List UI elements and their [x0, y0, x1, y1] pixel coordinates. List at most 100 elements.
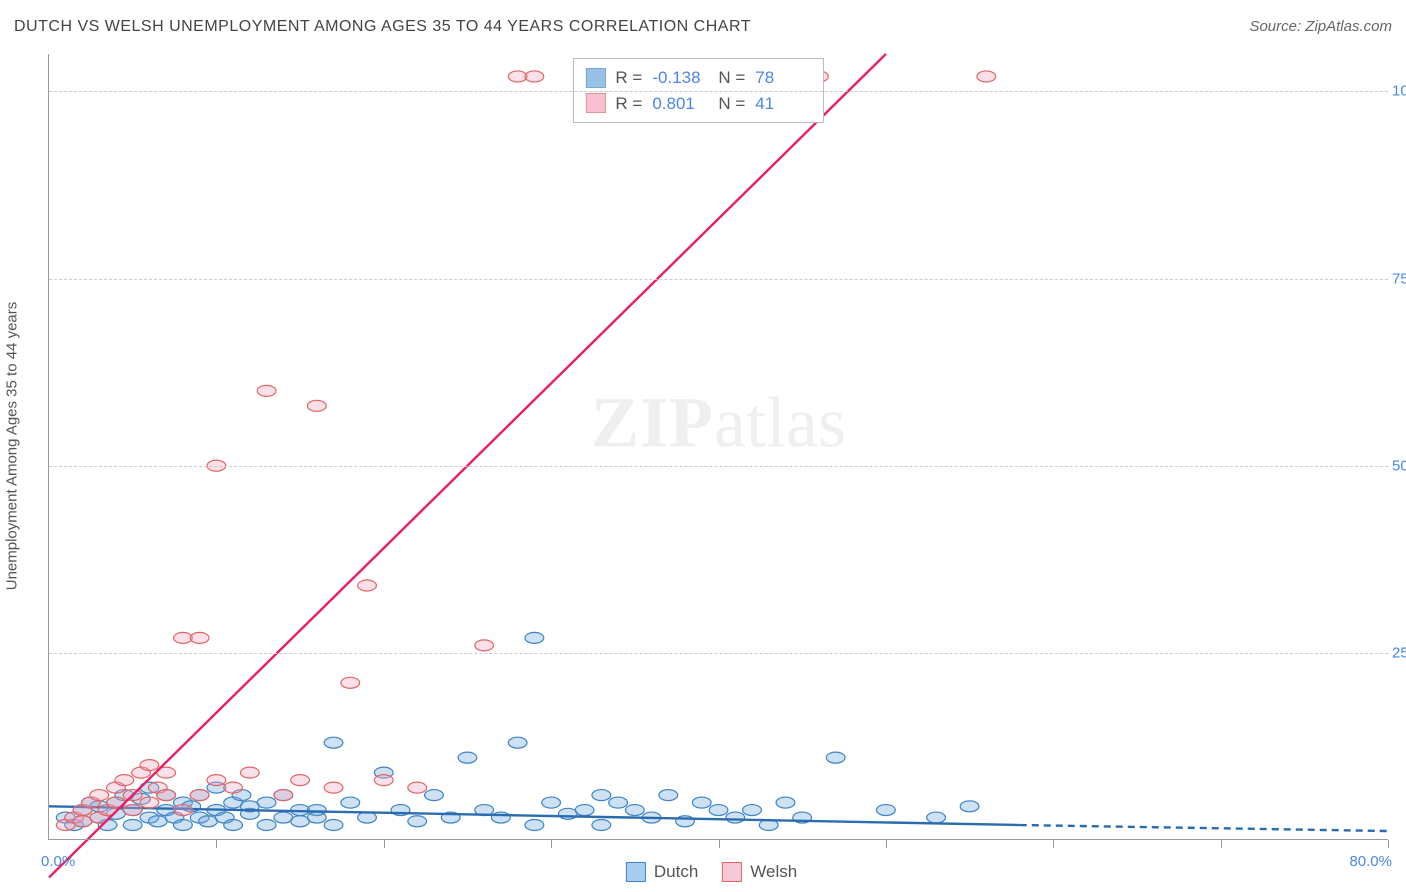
data-point — [508, 71, 527, 82]
legend: Dutch Welsh — [626, 862, 797, 882]
data-point — [692, 797, 711, 808]
data-point — [190, 632, 209, 643]
data-point — [575, 805, 594, 816]
legend-label: Welsh — [750, 862, 797, 882]
data-point — [776, 797, 795, 808]
x-axis-start-label: 0.0% — [41, 853, 75, 870]
data-point — [157, 790, 176, 801]
data-point — [324, 737, 343, 748]
data-point — [341, 797, 360, 808]
data-point — [240, 767, 259, 778]
data-point — [475, 640, 494, 651]
data-point — [592, 820, 611, 831]
data-point — [927, 812, 946, 823]
data-point — [224, 820, 243, 831]
x-tick — [551, 840, 552, 848]
legend-swatch — [722, 862, 742, 882]
data-point — [148, 816, 167, 827]
data-point — [492, 812, 511, 823]
data-point — [307, 400, 326, 411]
y-axis-label: Unemployment Among Ages 35 to 44 years — [4, 302, 21, 591]
data-point — [525, 632, 544, 643]
data-point — [826, 752, 845, 763]
data-point — [625, 805, 644, 816]
stats-row: R = -0.138 N = 78 — [585, 65, 811, 91]
data-point — [174, 632, 193, 643]
data-point — [257, 820, 276, 831]
data-point — [341, 677, 360, 688]
data-point — [199, 816, 218, 827]
series-swatch — [585, 93, 605, 113]
data-point — [115, 775, 134, 786]
data-point — [726, 812, 745, 823]
legend-swatch — [626, 862, 646, 882]
data-point — [123, 820, 142, 831]
legend-item: Dutch — [626, 862, 698, 882]
data-point — [307, 812, 326, 823]
data-point — [190, 790, 209, 801]
data-point — [425, 790, 444, 801]
data-point — [140, 797, 159, 808]
data-point — [977, 71, 996, 82]
data-point — [90, 790, 109, 801]
r-label: R = — [615, 91, 642, 117]
source-attribution: Source: ZipAtlas.com — [1249, 18, 1392, 35]
data-point — [374, 775, 393, 786]
series-swatch — [585, 68, 605, 88]
x-tick — [1053, 840, 1054, 848]
data-point — [291, 816, 310, 827]
data-point — [123, 805, 142, 816]
x-tick — [886, 840, 887, 848]
data-point — [174, 805, 193, 816]
data-point — [358, 580, 377, 591]
x-tick — [216, 840, 217, 848]
n-label: N = — [718, 65, 745, 91]
y-tick-label: 25.0% — [1392, 644, 1406, 661]
gridline — [49, 279, 1388, 280]
x-tick — [1221, 840, 1222, 848]
data-point — [408, 782, 427, 793]
stats-row: R = 0.801 N = 41 — [585, 91, 811, 117]
y-tick-label: 100.0% — [1392, 83, 1406, 100]
x-axis-end-label: 80.0% — [1349, 853, 1392, 870]
data-point — [609, 797, 628, 808]
y-tick-label: 50.0% — [1392, 457, 1406, 474]
data-point — [558, 808, 577, 819]
data-point — [458, 752, 477, 763]
data-point — [592, 790, 611, 801]
legend-item: Welsh — [722, 862, 797, 882]
n-value: 41 — [755, 91, 811, 117]
data-point — [877, 805, 896, 816]
chart-title: DUTCH VS WELSH UNEMPLOYMENT AMONG AGES 3… — [14, 18, 751, 36]
x-tick — [719, 840, 720, 848]
data-point — [257, 385, 276, 396]
data-point — [525, 820, 544, 831]
data-point — [960, 801, 979, 812]
data-point — [207, 775, 226, 786]
data-point — [542, 797, 561, 808]
data-point — [408, 816, 427, 827]
data-point — [659, 790, 678, 801]
x-tick — [1388, 840, 1389, 848]
data-point — [508, 737, 527, 748]
scatter-plot — [49, 54, 1388, 840]
n-label: N = — [718, 91, 745, 117]
x-tick — [384, 840, 385, 848]
r-label: R = — [615, 65, 642, 91]
data-point — [324, 782, 343, 793]
data-point — [224, 782, 243, 793]
n-value: 78 — [755, 65, 811, 91]
legend-label: Dutch — [654, 862, 698, 882]
data-point — [257, 797, 276, 808]
data-point — [274, 812, 293, 823]
data-point — [525, 71, 544, 82]
r-value: 0.801 — [652, 91, 708, 117]
data-point — [743, 805, 762, 816]
gridline — [49, 466, 1388, 467]
gridline — [49, 653, 1388, 654]
data-point — [140, 760, 159, 771]
y-tick-label: 75.0% — [1392, 270, 1406, 287]
data-point — [324, 820, 343, 831]
gridline — [49, 91, 1388, 92]
data-point — [73, 816, 92, 827]
